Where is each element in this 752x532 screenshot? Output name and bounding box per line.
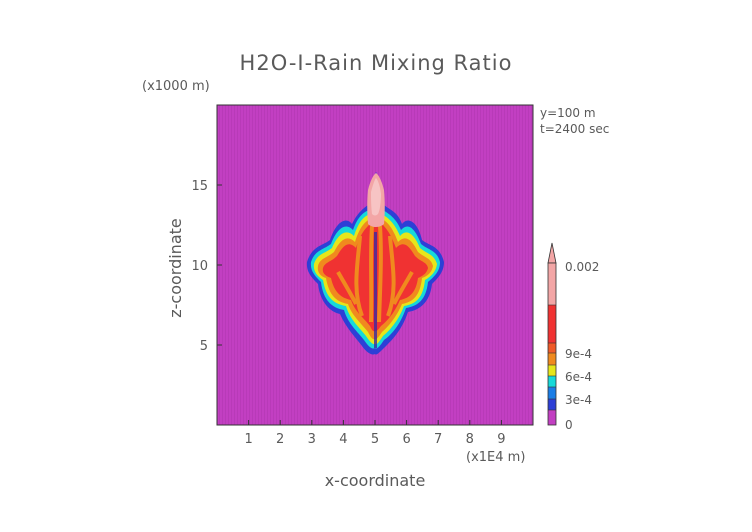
x-tick-label: 1	[244, 432, 252, 447]
colorbar-label-0: 0	[565, 418, 573, 432]
x-unit-label: (x1E4 m)	[466, 450, 525, 465]
colorbar-segment-pink	[548, 263, 556, 305]
x-axis-label: x-coordinate	[325, 471, 426, 490]
y-tick-label: 10	[191, 259, 208, 274]
plot-area	[216, 104, 534, 426]
annotation-y: y=100 m	[540, 106, 596, 120]
y-ticks: 5 10 15	[191, 179, 222, 354]
x-tick-label: 2	[276, 432, 284, 447]
colorbar-label-6e-4: 6e-4	[565, 370, 592, 384]
y-tick-label: 5	[200, 339, 208, 354]
colorbar-label-3e-4: 3e-4	[565, 393, 592, 407]
x-tick-label: 9	[497, 432, 505, 447]
y-unit-label: (x1000 m)	[142, 79, 210, 94]
colorbar-segment-red	[548, 305, 556, 343]
colorbar: 0.002 9e-4 6e-4 3e-4 0	[547, 242, 599, 432]
colorbar-frame	[547, 262, 557, 426]
y-tick-label: 15	[191, 179, 208, 194]
colorbar-segment-darkblue	[548, 399, 556, 410]
colorbar-segment-magenta	[548, 410, 556, 425]
contour-pink-core	[371, 178, 381, 216]
contour-streaks	[336, 225, 414, 323]
x-tick-label: 8	[466, 432, 474, 447]
colorbar-segment-redorange	[548, 343, 556, 353]
colorbar-segment-orange	[548, 353, 556, 365]
colorbar-label-9e-4: 9e-4	[565, 347, 592, 361]
contour-center-column	[374, 232, 377, 348]
x-ticks: 1 2 3 4 5 6 7 8 9	[244, 420, 506, 447]
colorbar-segment-blue	[548, 387, 556, 399]
heatmap-field	[306, 172, 444, 355]
y-axis-label: z-coordinate	[166, 218, 185, 318]
chart-title: H2O-I-Rain Mixing Ratio	[240, 51, 513, 75]
x-tick-label: 6	[402, 432, 410, 447]
colorbar-segment-cyan	[548, 376, 556, 387]
x-tick-label: 5	[371, 432, 379, 447]
x-tick-label: 4	[339, 432, 347, 447]
colorbar-segment-yellow	[548, 365, 556, 376]
colorbar-extend-triangle	[547, 242, 557, 264]
x-tick-label: 3	[308, 432, 316, 447]
annotation-t: t=2400 sec	[540, 122, 609, 136]
x-tick-label: 7	[434, 432, 442, 447]
colorbar-label-0002: 0.002	[565, 260, 599, 274]
